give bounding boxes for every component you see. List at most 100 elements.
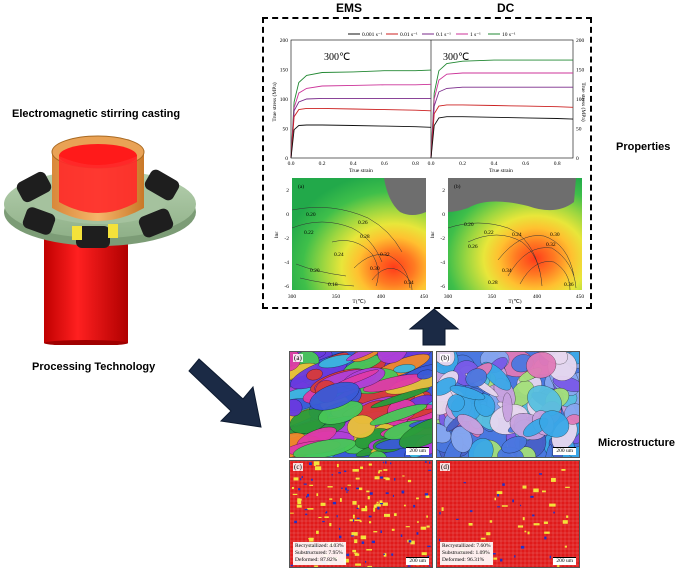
recrystallized-grain xyxy=(564,545,567,548)
substructured-grain xyxy=(350,535,354,537)
x-tick-label: 0.2 xyxy=(459,161,466,167)
recrystallized-grain xyxy=(391,528,395,531)
contour-label: 0.24 xyxy=(334,252,344,258)
contour-label: 0.26 xyxy=(358,220,368,226)
up-arrow-icon xyxy=(408,308,460,346)
substructured-grain xyxy=(290,564,294,567)
recrystallized-grain xyxy=(379,500,383,505)
grain xyxy=(417,369,432,380)
x-tick-label: 0.0 xyxy=(288,161,295,167)
substructured-grain xyxy=(306,495,308,498)
recrystallized-grain xyxy=(329,523,332,527)
micro-letter-c: (c) xyxy=(293,463,303,471)
svg-text:2: 2 xyxy=(442,188,445,194)
grain xyxy=(539,410,570,438)
recrystallized-grain xyxy=(378,470,383,472)
substructured-grain xyxy=(502,483,505,486)
y-tick-label: 50 xyxy=(576,127,582,133)
billet-cylinder xyxy=(44,235,128,343)
grain xyxy=(449,385,486,401)
svg-text:300: 300 xyxy=(444,294,453,300)
contour-label: 0.34 xyxy=(404,280,414,286)
substructured-grain xyxy=(361,541,365,544)
substructured-grain xyxy=(369,492,373,495)
svg-text:400: 400 xyxy=(377,294,386,300)
contour-label: 0.26 xyxy=(468,244,478,250)
substructured-grain xyxy=(346,489,349,491)
recrystallized-grain xyxy=(384,513,391,517)
grain xyxy=(450,426,473,453)
substructured-grain xyxy=(325,512,327,514)
recrystallized-grain xyxy=(349,519,355,522)
substructured-grain xyxy=(346,491,348,493)
svg-text:300: 300 xyxy=(288,294,297,300)
scale-bar-a: 200 um xyxy=(406,447,429,455)
recrystallized-grain xyxy=(410,540,415,545)
recrystallized-grain xyxy=(367,565,373,567)
substructured-grain xyxy=(305,513,308,516)
recrystallized-grain xyxy=(355,477,360,480)
recrystallized-grain xyxy=(426,525,430,528)
y-tick-label: 100 xyxy=(280,97,289,103)
recrystallized-grain xyxy=(307,508,314,510)
substructured-grain xyxy=(427,555,430,558)
substructured-grain xyxy=(345,487,347,491)
recrystallized-grain xyxy=(320,502,326,506)
substructured-grain xyxy=(379,503,384,505)
recrystallized-grain xyxy=(565,486,570,488)
recrystallized-grain xyxy=(486,532,491,536)
substructured-grain xyxy=(391,553,394,556)
micro-letter-a: (a) xyxy=(293,354,303,362)
contour-label: 0.20 xyxy=(310,268,320,274)
micro-panel-b: (b) 200 um xyxy=(436,351,580,458)
svg-text:-4: -4 xyxy=(440,260,445,266)
recrystallized-grain xyxy=(315,466,322,471)
recrystallized-grain xyxy=(353,552,358,554)
contour-label: 0.22 xyxy=(304,230,314,236)
y-tick-label: 0 xyxy=(285,156,288,162)
x-tick-label: 0.8 xyxy=(554,161,561,167)
recrystallized-grain xyxy=(376,501,379,504)
stress-ylabel-right: True stress (MPa) xyxy=(580,82,587,121)
svg-text:-2: -2 xyxy=(440,236,445,242)
recrystallized-grain xyxy=(522,485,527,489)
substructured-grain xyxy=(356,487,359,490)
substructured-grain xyxy=(331,474,333,476)
substructured-grain xyxy=(408,540,412,543)
contour-label: 0.34 xyxy=(502,268,512,274)
grain xyxy=(293,438,356,457)
svg-text:2: 2 xyxy=(286,188,289,194)
x-tick-label: 0.6 xyxy=(522,161,529,167)
substructured-grain xyxy=(519,504,522,507)
contour-label: 0.30 xyxy=(370,266,380,272)
grain xyxy=(309,381,360,411)
processing-map-dc: (b) 0.20 0.22 0.24 0.26 0.30 0.32 0.34 0… xyxy=(430,178,584,305)
grain xyxy=(465,368,487,388)
contour-label: 0.28 xyxy=(488,280,498,286)
contour-label: 0.30 xyxy=(550,232,560,238)
grain xyxy=(437,423,452,444)
recrystallized-grain xyxy=(489,520,493,523)
recrystallized-grain xyxy=(501,505,508,507)
x-tick-label: 0.0 xyxy=(428,161,435,167)
series-line xyxy=(290,69,432,159)
substructured-grain xyxy=(307,493,310,497)
substructured-grain xyxy=(413,504,416,508)
recrystallized-grain xyxy=(407,479,412,483)
contour-label: 0.32 xyxy=(380,252,390,258)
ems-heading: EMS xyxy=(336,1,363,15)
legend-entry: 0.001 s⁻¹ xyxy=(362,32,383,38)
recrystallized-grain xyxy=(517,525,524,528)
recrystallized-grain xyxy=(314,565,318,567)
contour-label: 0.20 xyxy=(306,212,316,218)
processing-label: Processing Technology xyxy=(32,361,156,373)
substructured-grain xyxy=(339,535,342,539)
substructured-grain xyxy=(380,530,382,533)
recrystallized-grain xyxy=(496,491,503,495)
recrystallized-grain xyxy=(354,539,358,544)
substructured-grain xyxy=(416,532,419,535)
recrystallized-grain xyxy=(316,493,319,497)
svg-text:450: 450 xyxy=(420,294,429,300)
recrystallized-grain xyxy=(377,471,380,474)
properties-label: Properties xyxy=(616,141,671,153)
